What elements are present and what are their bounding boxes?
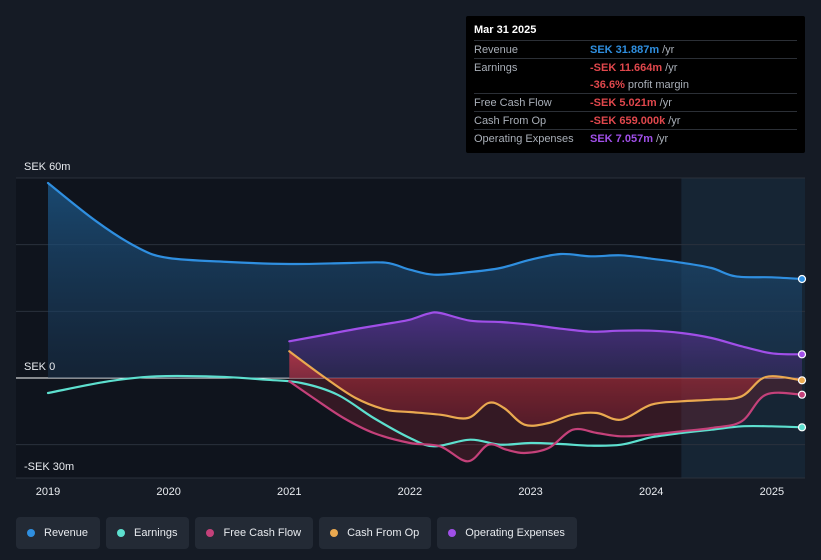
tooltip-date: Mar 31 2025 [474,24,537,36]
tooltip-row-unit: /yr [655,132,669,145]
y-axis-top-label: SEK 60m [24,161,70,173]
tooltip-rows: Revenue SEK 31.887m/yr Earnings -SEK 11.664… [474,40,797,147]
earnings-end-marker [797,423,807,432]
legend-dot-icon [117,529,126,537]
tooltip-row-unit: /yr [662,43,675,56]
tooltip-row-label: Revenue [474,43,519,56]
operating-expenses-end-marker [797,350,807,359]
tooltip-row-value: -SEK 5.021m [590,96,657,109]
free-cash-flow-area [289,378,802,462]
tooltip-row-value: SEK 7.057m [590,132,653,145]
legend-dot-icon [448,529,457,537]
legend-dot-icon [206,529,215,537]
x-tick-2022: 2022 [398,486,422,498]
tooltip-row: Revenue SEK 31.887m/yr [474,40,797,58]
tooltip-row-value: -36.6% [590,78,625,91]
tooltip-row-value: -SEK 659.000k [590,114,666,127]
legend-label: Revenue [44,527,89,539]
legend-item-earnings[interactable]: Earnings [106,517,190,549]
x-tick-2019: 2019 [36,486,60,498]
x-axis-ticks: 2019 2020 2021 2022 2023 2024 2025 [36,486,784,498]
tooltip-row-label: Earnings [474,61,518,74]
legend-item-free-cash-flow[interactable]: Free Cash Flow [195,517,314,549]
x-tick-2025: 2025 [760,486,784,498]
area-fills [48,183,802,462]
legend-label: Cash From Op [347,527,420,539]
series-lines [46,181,804,463]
x-tick-2020: 2020 [156,486,180,498]
x-tick-2023: 2023 [518,486,542,498]
tooltip-row: Operating Expenses SEK 7.057m/yr [474,129,797,147]
tooltip-row-unit: profit margin [627,78,689,91]
tooltip-row-unit: /yr [668,114,681,127]
x-tick-2021: 2021 [277,486,301,498]
tooltip-row: Free Cash Flow -SEK 5.021m/yr [474,93,797,111]
free-cash-flow-end-marker [797,390,807,399]
tooltip-row: Cash From Op -SEK 659.000k/yr [474,111,797,129]
legend-dot-icon [330,529,339,537]
tooltip-row-value: SEK 31.887m [590,43,660,56]
legend-label: Operating Expenses [465,527,565,539]
cash-from-op-end-marker [797,376,807,385]
chart-legend: Revenue Earnings Free Cash Flow Cash From O… [16,517,577,549]
tooltip-row-unit: /yr [665,61,678,74]
legend-item-cash-from-op[interactable]: Cash From Op [319,517,432,549]
y-axis-zero-label: SEK 0 [24,361,55,373]
legend-item-operating-expenses[interactable]: Operating Expenses [437,517,577,549]
legend-label: Free Cash Flow [223,527,302,539]
revenue-end-marker [797,274,807,284]
tooltip-row-label: Cash From Op [474,114,547,127]
chart: SEK 60m SEK 0 -SEK 30m 2019 2020 2021 2022 2… [16,161,807,498]
revenue-line [46,181,804,281]
operating-expenses-line [288,311,804,356]
y-axis-bottom-label: -SEK 30m [24,461,74,473]
tooltip-row-label: Free Cash Flow [474,96,552,109]
operating-expenses-area [289,312,802,378]
tooltip-row-unit: /yr [659,96,672,109]
cash-from-op-area [289,351,802,426]
cash-from-op-line [288,350,804,427]
legend-item-revenue[interactable]: Revenue [16,517,101,549]
free-cash-flow-line [288,380,804,463]
earnings-line [46,374,804,448]
tooltip-row: Earnings -SEK 11.664m/yr [474,58,797,76]
x-tick-2024: 2024 [639,486,663,498]
series-end-markers [797,274,807,432]
legend-label: Earnings [134,527,178,539]
tooltip-row-value: -SEK 11.664m [590,61,663,74]
tooltip-row: -36.6% profit margin [474,76,797,93]
tooltip-row-label: Operating Expenses [474,132,574,145]
data-tooltip: Mar 31 2025 Revenue SEK 31.887m/yr Earning… [466,16,805,153]
revenue-area [48,183,802,378]
legend-dot-icon [27,529,35,537]
